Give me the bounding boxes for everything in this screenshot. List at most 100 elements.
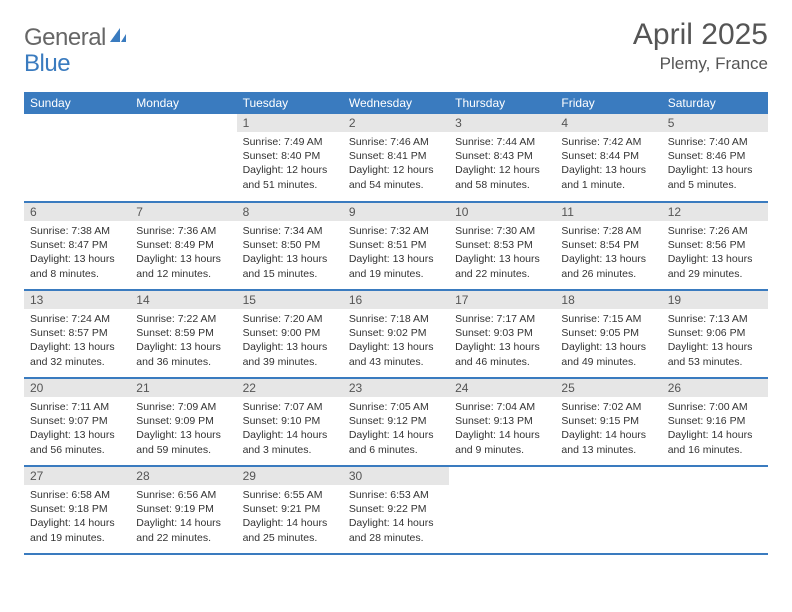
day-cell: .. [24,114,130,202]
day-body: Sunrise: 7:15 AMSunset: 9:05 PMDaylight:… [555,309,661,373]
day-cell: 17Sunrise: 7:17 AMSunset: 9:03 PMDayligh… [449,290,555,378]
daylight-line: Daylight: 13 hours and 59 minutes. [136,428,230,456]
day-cell: 18Sunrise: 7:15 AMSunset: 9:05 PMDayligh… [555,290,661,378]
day-cell: 8Sunrise: 7:34 AMSunset: 8:50 PMDaylight… [237,202,343,290]
day-body: Sunrise: 7:20 AMSunset: 9:00 PMDaylight:… [237,309,343,373]
sunrise-line: Sunrise: 7:20 AM [243,312,337,326]
day-cell: 16Sunrise: 7:18 AMSunset: 9:02 PMDayligh… [343,290,449,378]
day-number: 3 [449,114,555,132]
daylight-line: Daylight: 13 hours and 29 minutes. [668,252,762,280]
daylight-line: Daylight: 14 hours and 16 minutes. [668,428,762,456]
day-number: 12 [662,203,768,221]
day-body: Sunrise: 7:00 AMSunset: 9:16 PMDaylight:… [662,397,768,461]
calendar-page: General April 2025 Plemy, France Blue Su… [0,0,792,555]
day-cell: 22Sunrise: 7:07 AMSunset: 9:10 PMDayligh… [237,378,343,466]
day-body: Sunrise: 7:26 AMSunset: 8:56 PMDaylight:… [662,221,768,285]
day-number: 1 [237,114,343,132]
day-body: Sunrise: 7:36 AMSunset: 8:49 PMDaylight:… [130,221,236,285]
sunset-line: Sunset: 8:56 PM [668,238,762,252]
daylight-line: Daylight: 13 hours and 39 minutes. [243,340,337,368]
day-number: 22 [237,379,343,397]
week-row: 6Sunrise: 7:38 AMSunset: 8:47 PMDaylight… [24,202,768,290]
day-body: Sunrise: 7:28 AMSunset: 8:54 PMDaylight:… [555,221,661,285]
sunrise-line: Sunrise: 6:58 AM [30,488,124,502]
day-body: Sunrise: 7:22 AMSunset: 8:59 PMDaylight:… [130,309,236,373]
day-header: Saturday [662,92,768,114]
brand-part1: General [24,24,106,52]
brand-part2: Blue [24,50,70,78]
day-number: 23 [343,379,449,397]
sunset-line: Sunset: 8:53 PM [455,238,549,252]
daylight-line: Daylight: 12 hours and 54 minutes. [349,163,443,191]
day-body: Sunrise: 6:58 AMSunset: 9:18 PMDaylight:… [24,485,130,549]
daylight-line: Daylight: 14 hours and 28 minutes. [349,516,443,544]
day-cell: 24Sunrise: 7:04 AMSunset: 9:13 PMDayligh… [449,378,555,466]
calendar-table: SundayMondayTuesdayWednesdayThursdayFrid… [24,92,768,555]
daylight-line: Daylight: 12 hours and 58 minutes. [455,163,549,191]
day-body: Sunrise: 7:09 AMSunset: 9:09 PMDaylight:… [130,397,236,461]
day-body: Sunrise: 6:55 AMSunset: 9:21 PMDaylight:… [237,485,343,549]
day-number: 6 [24,203,130,221]
sunset-line: Sunset: 9:12 PM [349,414,443,428]
sunrise-line: Sunrise: 7:40 AM [668,135,762,149]
day-number: 8 [237,203,343,221]
daylight-line: Daylight: 13 hours and 5 minutes. [668,163,762,191]
daylight-line: Daylight: 13 hours and 12 minutes. [136,252,230,280]
sunset-line: Sunset: 8:40 PM [243,149,337,163]
day-number: 7 [130,203,236,221]
day-cell: .. [662,466,768,554]
daylight-line: Daylight: 13 hours and 36 minutes. [136,340,230,368]
daylight-line: Daylight: 13 hours and 49 minutes. [561,340,655,368]
daylight-line: Daylight: 14 hours and 25 minutes. [243,516,337,544]
day-number: 24 [449,379,555,397]
sunrise-line: Sunrise: 7:18 AM [349,312,443,326]
daylight-line: Daylight: 13 hours and 22 minutes. [455,252,549,280]
sunrise-line: Sunrise: 6:55 AM [243,488,337,502]
sunset-line: Sunset: 8:46 PM [668,149,762,163]
daylight-line: Daylight: 14 hours and 13 minutes. [561,428,655,456]
week-row: 27Sunrise: 6:58 AMSunset: 9:18 PMDayligh… [24,466,768,554]
day-header: Monday [130,92,236,114]
sunset-line: Sunset: 8:41 PM [349,149,443,163]
week-row: 20Sunrise: 7:11 AMSunset: 9:07 PMDayligh… [24,378,768,466]
week-row: 13Sunrise: 7:24 AMSunset: 8:57 PMDayligh… [24,290,768,378]
sunrise-line: Sunrise: 7:34 AM [243,224,337,238]
day-cell: 11Sunrise: 7:28 AMSunset: 8:54 PMDayligh… [555,202,661,290]
day-body: Sunrise: 6:53 AMSunset: 9:22 PMDaylight:… [343,485,449,549]
day-body: Sunrise: 7:40 AMSunset: 8:46 PMDaylight:… [662,132,768,196]
daylight-line: Daylight: 13 hours and 32 minutes. [30,340,124,368]
sunset-line: Sunset: 9:15 PM [561,414,655,428]
sunrise-line: Sunrise: 7:02 AM [561,400,655,414]
day-cell: 3Sunrise: 7:44 AMSunset: 8:43 PMDaylight… [449,114,555,202]
day-cell: 29Sunrise: 6:55 AMSunset: 9:21 PMDayligh… [237,466,343,554]
daylight-line: Daylight: 13 hours and 8 minutes. [30,252,124,280]
day-number: 15 [237,291,343,309]
day-cell: 25Sunrise: 7:02 AMSunset: 9:15 PMDayligh… [555,378,661,466]
day-body: Sunrise: 7:42 AMSunset: 8:44 PMDaylight:… [555,132,661,196]
day-body: Sunrise: 7:05 AMSunset: 9:12 PMDaylight:… [343,397,449,461]
daylight-line: Daylight: 14 hours and 22 minutes. [136,516,230,544]
sunset-line: Sunset: 9:19 PM [136,502,230,516]
day-number: 20 [24,379,130,397]
sunset-line: Sunset: 9:02 PM [349,326,443,340]
day-body: Sunrise: 7:46 AMSunset: 8:41 PMDaylight:… [343,132,449,196]
sunrise-line: Sunrise: 7:09 AM [136,400,230,414]
day-number: 13 [24,291,130,309]
day-cell: 2Sunrise: 7:46 AMSunset: 8:41 PMDaylight… [343,114,449,202]
sunset-line: Sunset: 9:07 PM [30,414,124,428]
day-cell: 7Sunrise: 7:36 AMSunset: 8:49 PMDaylight… [130,202,236,290]
brand-sail-icon [108,26,128,51]
sunrise-line: Sunrise: 7:28 AM [561,224,655,238]
day-body: Sunrise: 7:13 AMSunset: 9:06 PMDaylight:… [662,309,768,373]
location-label: Plemy, France [633,54,768,74]
daylight-line: Daylight: 13 hours and 46 minutes. [455,340,549,368]
brand-logo: General [24,24,128,52]
sunrise-line: Sunrise: 7:17 AM [455,312,549,326]
day-number: 18 [555,291,661,309]
day-header: Friday [555,92,661,114]
day-body: Sunrise: 7:02 AMSunset: 9:15 PMDaylight:… [555,397,661,461]
day-body: Sunrise: 7:24 AMSunset: 8:57 PMDaylight:… [24,309,130,373]
day-header: Thursday [449,92,555,114]
sunrise-line: Sunrise: 7:22 AM [136,312,230,326]
day-cell: 26Sunrise: 7:00 AMSunset: 9:16 PMDayligh… [662,378,768,466]
